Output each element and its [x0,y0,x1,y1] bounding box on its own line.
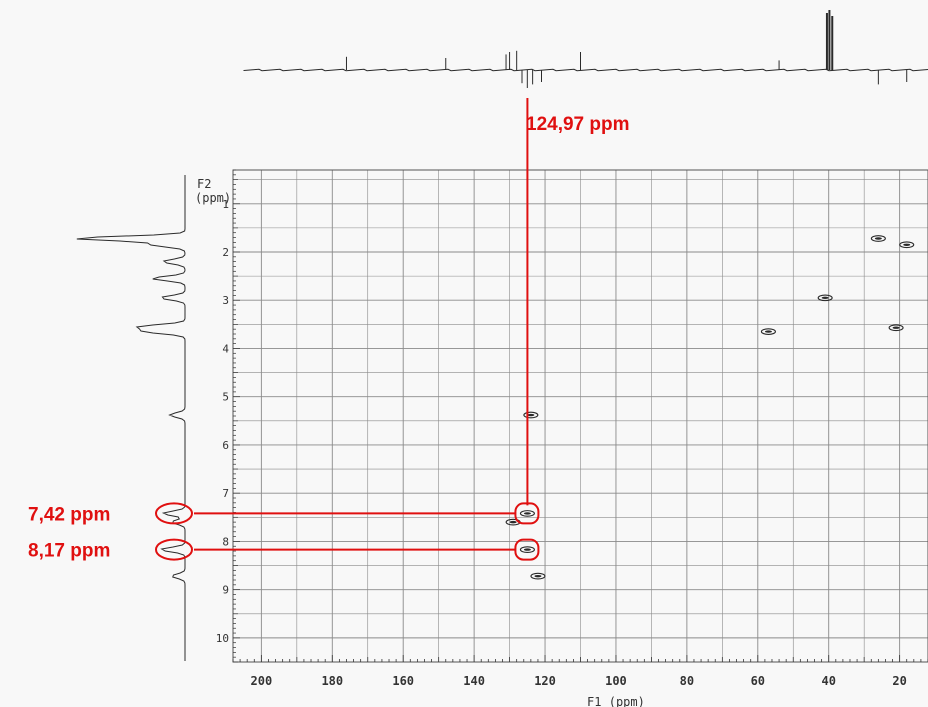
x-tick-label: 80 [680,674,694,688]
y-tick-label: 3 [222,294,229,307]
cross-peak-core [821,296,829,300]
annotation-projection-highlight [155,502,193,525]
cross-peak-core [523,512,531,515]
plot-grid [233,170,928,662]
cross-peak-core [527,413,535,417]
cross-peak-core [903,243,911,246]
annotation-projection-highlight [155,538,193,561]
y-tick-label: 8 [222,535,229,548]
top-projection-baseline [243,68,928,72]
y-tick-label: 7 [222,487,229,500]
y-axis-label-line2: (ppm) [195,191,231,205]
y-tick-label: 2 [222,246,229,259]
y-tick-label: 5 [222,391,229,404]
y-tick-label: 9 [222,584,229,597]
x-tick-label: 120 [534,674,556,688]
x-tick-label: 20 [892,674,906,688]
y-tick-label: 6 [222,439,229,452]
annotation-label-7-42: 7,42 ppm [28,504,110,525]
y-tick-label: 4 [222,342,229,355]
cross-peak-core [764,330,772,333]
cross-peak-contour [817,294,833,302]
x-tick-label: 160 [392,674,414,688]
y-axis-label-line1: F2 [197,177,211,191]
y-tick-label: 1 [222,198,229,211]
cross-peak-core [874,237,882,240]
x-tick-label: 60 [751,674,765,688]
annotation-peak-highlight [514,538,540,561]
cross-peak-contour [870,235,886,242]
annotation-label-124-97: 124,97 ppm [526,114,630,135]
annotation-label-8-17: 8,17 ppm [28,541,110,562]
cross-peak-contour [530,572,546,580]
cross-peak-contour [888,324,904,332]
x-axis-ticks: 200 180 160 140 120 100 80 60 40 20 [232,655,928,688]
cross-peak-contour [519,510,535,517]
cross-peak-core [534,574,542,578]
x-tick-label: 40 [821,674,835,688]
left-projection-trace [76,175,186,661]
y-tick-label: 10 [216,632,229,645]
cross-peak-core [892,326,900,329]
cross-peak-contour [760,328,776,335]
f1-projection-spectrum [243,10,928,88]
x-tick-label: 180 [321,674,343,688]
x-tick-label: 100 [605,674,627,688]
annotation-peak-highlight [514,502,540,525]
cross-peak-core [509,520,517,524]
x-axis-label: F1 (ppm) [587,695,645,707]
cross-peak-core [523,548,531,551]
cross-peak-contour [523,411,539,419]
f2-projection-spectrum [76,175,186,661]
annotation-layer: 124,97 ppm 7,42 ppm 8,17 ppm [28,98,630,562]
x-tick-label: 140 [463,674,485,688]
x-tick-label: 200 [251,674,273,688]
cross-peak-contour [519,546,535,553]
cross-peak-contour [899,241,915,249]
y-axis-ticks: 1 2 3 4 5 6 7 8 9 10 [216,169,240,663]
